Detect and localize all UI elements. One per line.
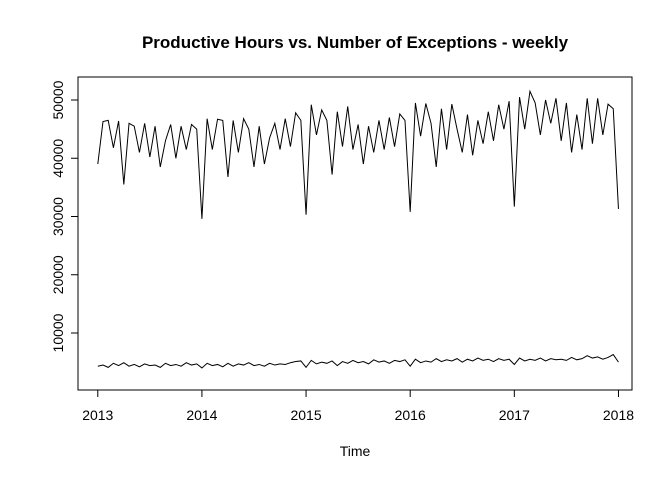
y-tick-label: 10000	[50, 313, 66, 352]
x-tick-label: 2015	[290, 407, 321, 423]
y-tick-label: 30000	[50, 197, 66, 236]
x-tick-label: 2016	[395, 407, 426, 423]
series-line	[97, 353, 619, 369]
x-tick-label: 2013	[82, 407, 113, 423]
y-tick-label: 40000	[50, 139, 66, 178]
chart-title: Productive Hours vs. Number of Exception…	[142, 33, 569, 52]
x-axis-label: Time	[340, 443, 371, 459]
x-tick-label: 2014	[186, 407, 217, 423]
y-tick-label: 20000	[50, 255, 66, 294]
plot-frame	[77, 76, 633, 391]
x-tick-label: 2018	[603, 407, 634, 423]
y-tick-label: 50000	[50, 80, 66, 119]
series-line	[97, 89, 619, 219]
x-tick-label: 2017	[499, 407, 530, 423]
